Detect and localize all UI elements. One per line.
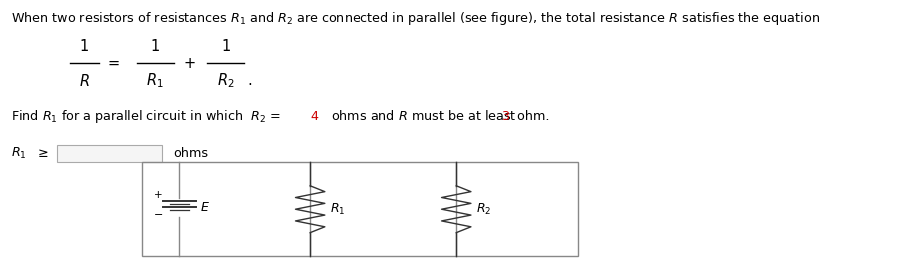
Text: ohms and $R$ must be at least: ohms and $R$ must be at least [323,109,517,123]
Text: ohm.: ohm. [513,110,550,123]
Text: $R_2$: $R_2$ [476,202,492,217]
Text: $R_1$: $R_1$ [11,145,27,161]
Text: 4: 4 [310,110,319,123]
Text: 1: 1 [151,39,160,54]
Bar [57,145,162,162]
Text: $R_2$: $R_2$ [217,71,235,90]
Text: ohms: ohms [174,147,208,160]
Text: $R_1$: $R_1$ [330,202,346,217]
Bar [142,162,578,256]
Text: 1: 1 [221,39,230,54]
Text: Find $R_1$ for a parallel circuit in which  $R_2$ =: Find $R_1$ for a parallel circuit in whi… [11,108,282,125]
Text: +: + [154,190,162,200]
Text: +: + [184,56,196,71]
Text: $R$: $R$ [79,73,90,88]
Text: When two resistors of resistances $R_1$ and $R_2$ are connected in parallel (see: When two resistors of resistances $R_1$ … [11,10,820,27]
Text: 1: 1 [80,39,89,54]
Text: =: = [107,56,120,71]
Text: $\geq$: $\geq$ [35,147,49,160]
Text: −: − [153,210,162,220]
Text: 3: 3 [501,110,509,123]
Text: $E$: $E$ [199,201,209,214]
Text: $R_1$: $R_1$ [146,71,164,90]
Text: .: . [247,73,252,88]
